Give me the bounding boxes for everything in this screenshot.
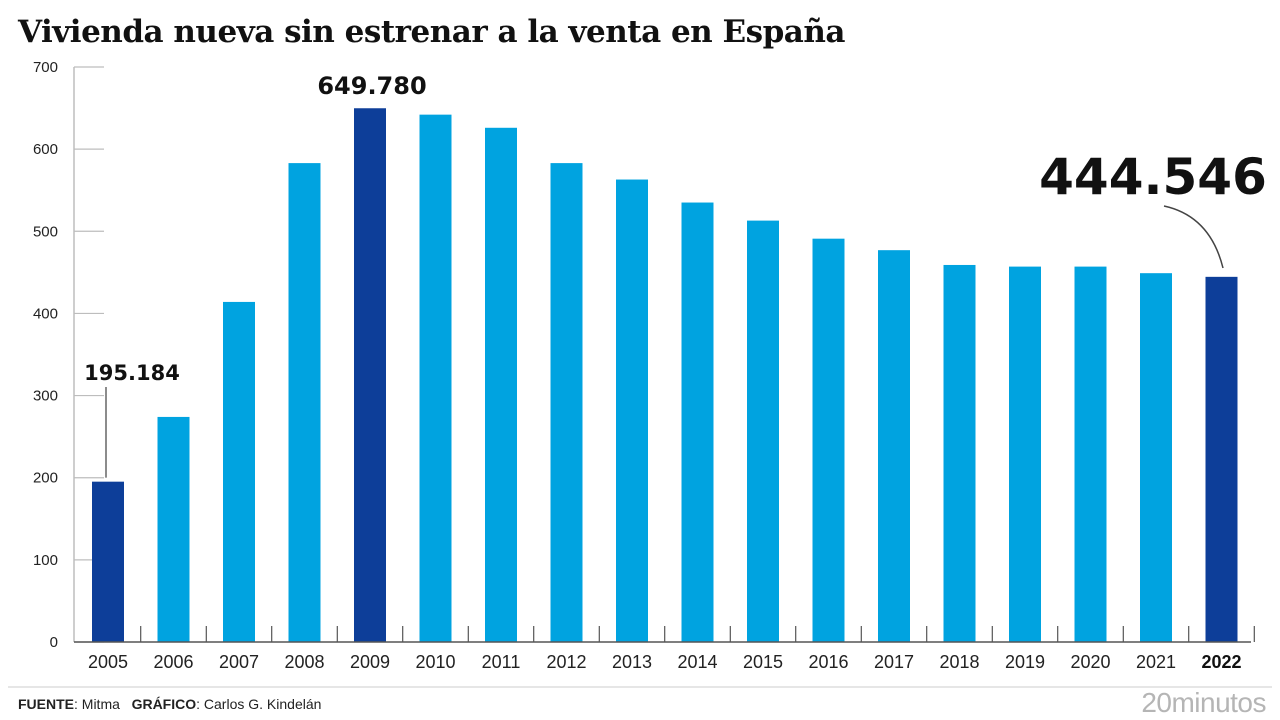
x-tick-label-2010: 2010 — [415, 652, 455, 672]
bar-2021 — [1140, 273, 1172, 642]
x-tick-label-2022: 2022 — [1201, 652, 1241, 672]
annotation-leader-curve — [1163, 205, 1224, 269]
source-value: : Mitma — [74, 696, 120, 712]
x-tick-label-2020: 2020 — [1070, 652, 1110, 672]
bar-2013 — [616, 179, 648, 643]
brand-logo: 20minutos — [1141, 687, 1266, 718]
footer-credits: FUENTE: Mitma GRÁFICO: Carlos G. Kindelá… — [18, 696, 321, 712]
y-tick-label: 600 — [33, 141, 58, 158]
bar-2007 — [223, 301, 255, 642]
x-tick-label-2013: 2013 — [612, 652, 652, 672]
annotation-label-2005: 195.184 — [84, 361, 180, 385]
bar-2012 — [550, 163, 583, 642]
bar-2017 — [878, 250, 910, 642]
x-tick-label-2019: 2019 — [1005, 652, 1045, 672]
graphic-value: : Carlos G. Kindelán — [196, 696, 322, 712]
x-tick-label-2014: 2014 — [677, 652, 717, 672]
x-tick-label-2011: 2011 — [482, 652, 521, 672]
bar-2020 — [1074, 266, 1107, 642]
bar-2009 — [354, 108, 386, 643]
bar-2016 — [812, 238, 845, 642]
y-tick-label: 400 — [33, 305, 58, 322]
x-tick-label-2005: 2005 — [88, 652, 128, 672]
x-tick-label-2006: 2006 — [153, 652, 193, 672]
y-tick-label: 300 — [33, 388, 58, 405]
bar-2015 — [747, 220, 779, 642]
bar-chart: 0 100 200 300 400 500 600 700 2005 2006 2007 2008 20… — [33, 59, 1267, 672]
bar-2022 — [1205, 276, 1238, 642]
annotation-label-2009: 649.780 — [317, 72, 426, 100]
x-tick-label-2021: 2021 — [1136, 652, 1176, 672]
x-tick-label-2017: 2017 — [874, 652, 914, 672]
x-tick-label-2008: 2008 — [284, 652, 324, 672]
y-tick-label: 200 — [33, 470, 58, 487]
source-label: FUENTE — [18, 696, 74, 712]
y-tick-label: 100 — [33, 552, 58, 569]
bar-2008 — [288, 163, 321, 642]
x-tick-label-2018: 2018 — [939, 652, 979, 672]
x-tick-label-2009: 2009 — [350, 652, 390, 672]
bar-2006 — [157, 416, 190, 642]
bar-2018 — [943, 264, 976, 642]
y-tick-label: 500 — [33, 223, 58, 240]
bar-2019 — [1009, 266, 1041, 642]
y-tick-label: 700 — [33, 59, 58, 76]
bar-2011 — [485, 127, 517, 643]
x-tick-label-2015: 2015 — [743, 652, 783, 672]
x-tick-label-2007: 2007 — [219, 652, 259, 672]
footer-divider — [8, 686, 1272, 688]
graphic-label: GRÁFICO — [131, 696, 197, 712]
x-tick-label-2012: 2012 — [546, 652, 586, 672]
bar-2005 — [92, 481, 124, 642]
bar-2010 — [419, 114, 452, 642]
x-tick-label-2016: 2016 — [808, 652, 848, 672]
y-tick-label: 0 — [50, 634, 58, 651]
bar-2014 — [681, 202, 714, 643]
annotation-label-2022: 444.546 — [1039, 148, 1267, 206]
chart-title: Vivienda nueva sin estrenar a la venta e… — [18, 14, 845, 50]
